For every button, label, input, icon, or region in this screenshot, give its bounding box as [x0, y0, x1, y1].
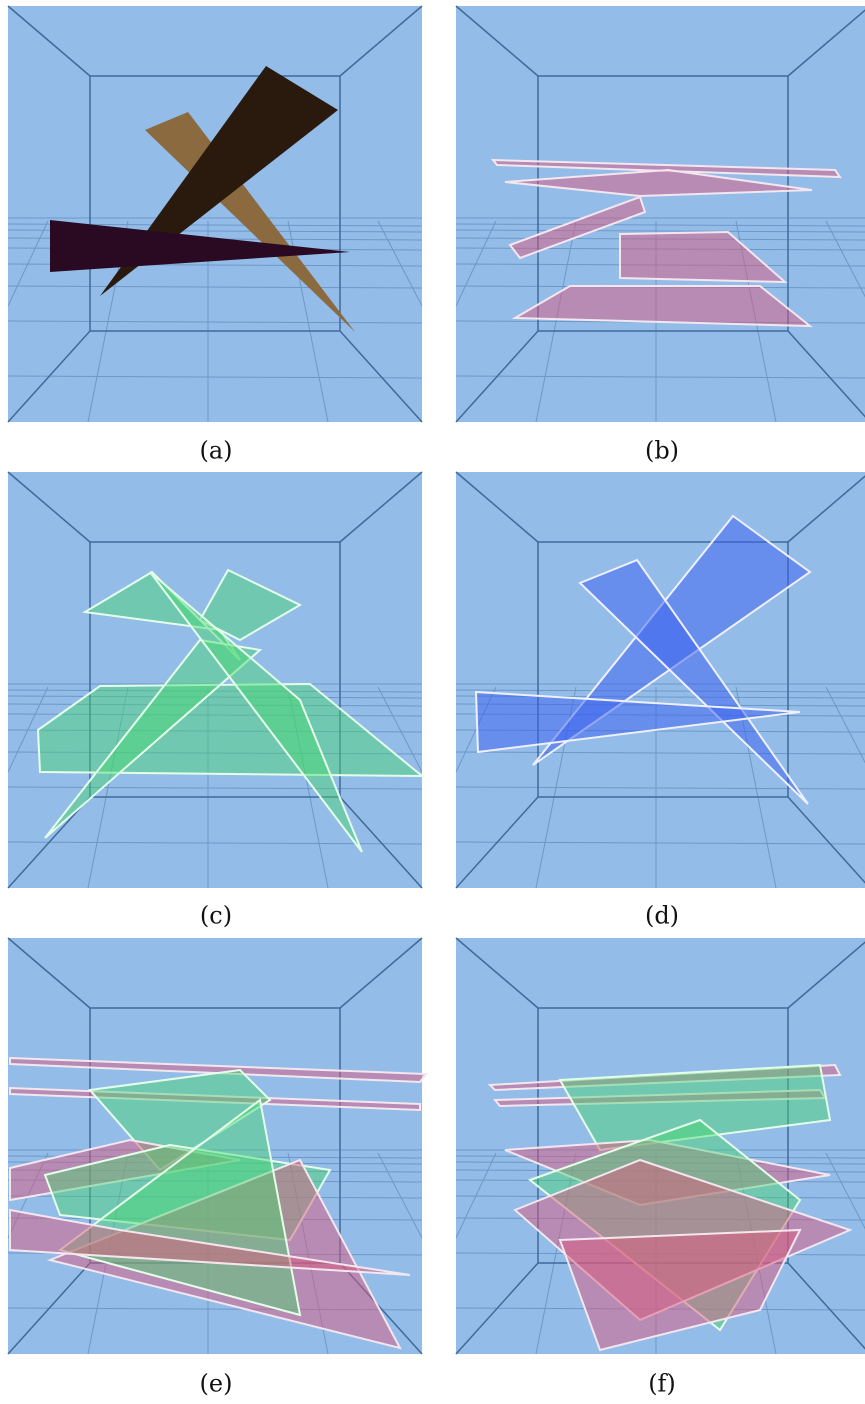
page: {"panels": [{"label": "(a)"}, {"label": … — [0, 0, 865, 1404]
figure: (a) (b) (c) (d) (e) (f) — [0, 0, 865, 1404]
panel-label: (b) — [645, 437, 679, 465]
panel-label: (e) — [200, 1370, 233, 1398]
panel-label: (d) — [645, 902, 679, 930]
panel-label: (f) — [648, 1370, 676, 1398]
panel-label: (c) — [200, 902, 232, 930]
panel-label: (a) — [199, 437, 232, 465]
